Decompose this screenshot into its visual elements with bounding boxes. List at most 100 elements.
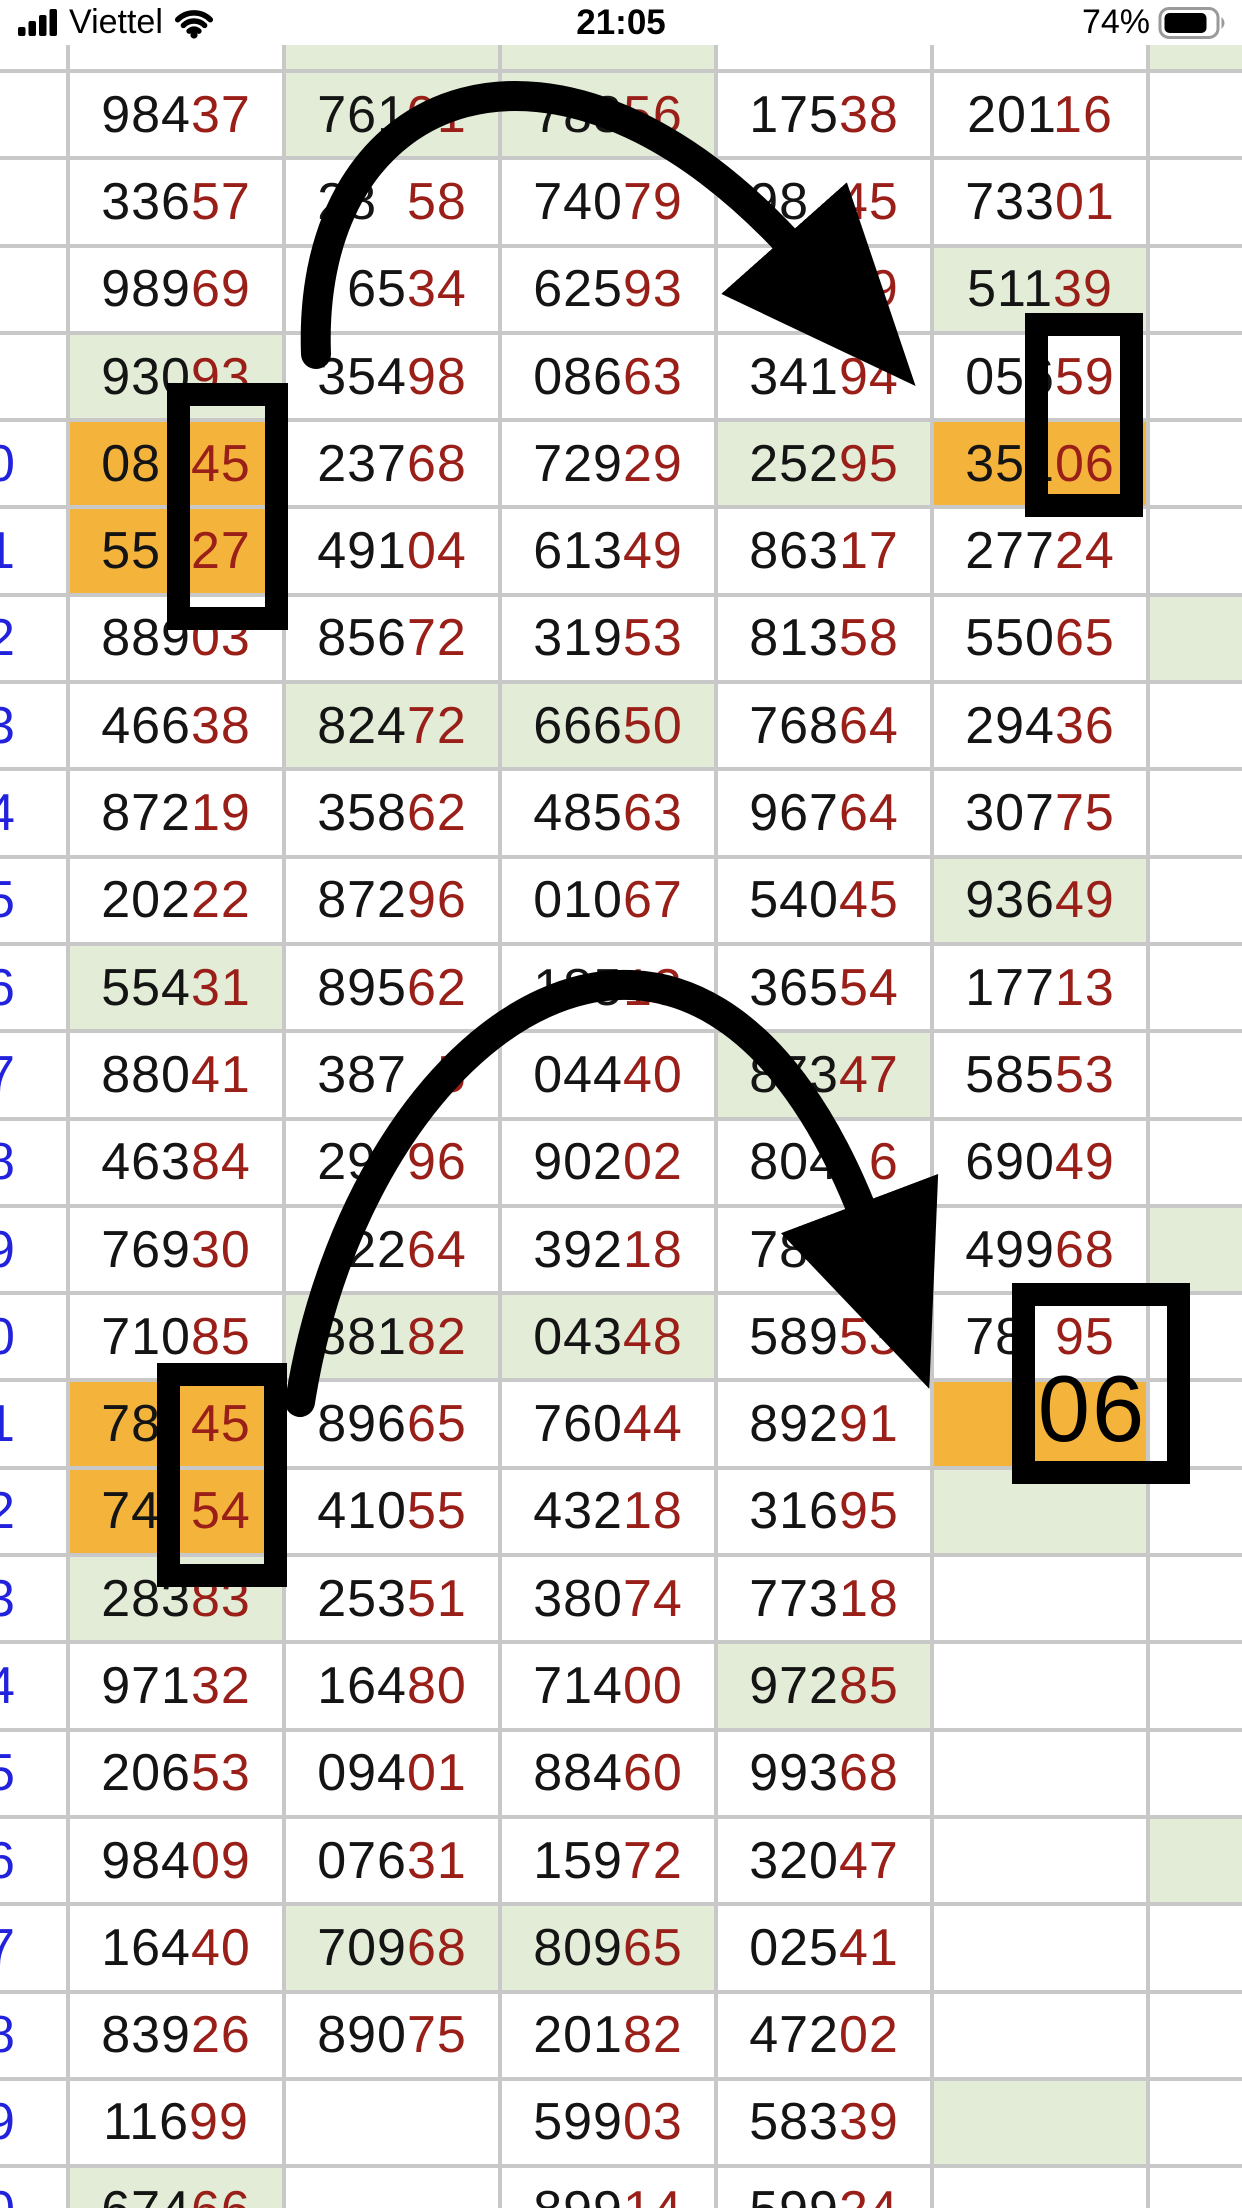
number-cell: 98409 <box>70 1818 286 1903</box>
lottery-number: 93093 <box>101 347 251 406</box>
row-index-cell: 2 <box>0 1469 70 1554</box>
row-index-cell: 5 <box>0 858 70 942</box>
number-cell: 78800 <box>718 1207 934 1292</box>
row-index-label: 3 <box>0 700 15 752</box>
number-cell <box>1150 771 1242 855</box>
lottery-number: 96764 <box>749 784 899 843</box>
number-cell: 89914 <box>502 2168 718 2208</box>
lottery-number: 20116 <box>967 85 1113 144</box>
row-index-label: 0 <box>0 438 15 490</box>
number-cell: 88041 <box>70 1033 286 1117</box>
lottery-number: 87296 <box>317 871 467 930</box>
number-cell: 72929 <box>502 422 718 506</box>
row-index-cell: 8 <box>0 1120 70 1204</box>
number-cell <box>1150 1382 1242 1466</box>
lottery-number: 01067 <box>533 871 683 930</box>
number-cell: 49104 <box>286 509 502 593</box>
row-index-label: 8 <box>0 2009 15 2061</box>
number-cell <box>934 2168 1150 2208</box>
number-cell: 05659 <box>934 334 1150 419</box>
lottery-number: 16440 <box>101 1918 251 1977</box>
number-cell: 38705 <box>286 1033 502 1117</box>
lottery-number: 35862 <box>317 784 467 843</box>
number-cell: 58553 <box>934 1033 1150 1117</box>
number-cell <box>1150 858 1242 942</box>
table-row: 7 88041 38705 04440 87347 58553 <box>0 1033 1242 1121</box>
table-row: 93093 35498 08663 34194 05659 <box>0 334 1242 423</box>
number-cell: 07631 <box>286 1818 502 1903</box>
number-cell: 33657 <box>70 160 286 244</box>
lottery-number: 28383 <box>101 1569 251 1628</box>
number-cell: 97285 <box>718 1644 934 1728</box>
number-cell: 55431 <box>70 945 286 1030</box>
row-index-cell: 0 <box>0 2168 70 2208</box>
number-cell <box>934 1818 1150 1903</box>
lottery-number: 54045 <box>749 871 899 930</box>
lottery-number: 36554 <box>749 958 899 1017</box>
number-cell: 55027 <box>70 509 286 593</box>
lottery-number: 78045 <box>101 1395 251 1454</box>
lottery-number: 49968 <box>965 1220 1115 1279</box>
table-row: 1 55027 49104 61349 86317 27724 <box>0 509 1242 597</box>
number-cell: 16440 <box>70 1906 286 1990</box>
lottery-number: 07631 <box>317 1831 467 1890</box>
lottery-number: 29436 <box>965 696 1115 755</box>
number-cell: 35106 <box>934 422 1150 506</box>
number-cell <box>1150 596 1242 681</box>
number-cell: 28383 <box>70 1557 286 1641</box>
number-cell: 70968 <box>286 1906 502 1990</box>
lottery-number: 20222 <box>101 871 251 930</box>
number-cell: 08663 <box>502 334 718 419</box>
number-cell: 18513 <box>502 945 718 1030</box>
lottery-number: 04440 <box>533 1045 683 1104</box>
table-row: 7 16440 70968 80965 02541 <box>0 1906 1242 1994</box>
status-bar: Viettel 21:05 74% <box>0 0 1242 45</box>
lottery-number: 30775 <box>965 784 1115 843</box>
number-cell: 98045 <box>718 160 934 244</box>
lottery-number: 55431 <box>101 958 251 1017</box>
lottery-number: 78095 <box>965 1307 1115 1366</box>
annotation-big-number: 06 <box>1037 1356 1147 1461</box>
number-cell <box>1150 1120 1242 1204</box>
lottery-number: 23768 <box>317 434 467 493</box>
table-row: 0 67466 89914 59924 <box>0 2168 1242 2208</box>
table-row: 8 83926 89075 20182 47202 <box>0 1993 1242 2081</box>
number-cell: 17713 <box>934 945 1150 1030</box>
number-cell <box>934 1469 1150 1554</box>
lottery-number: 20653 <box>101 1744 251 1803</box>
number-cell: 76101 <box>286 73 502 157</box>
number-cell: 31953 <box>502 596 718 681</box>
number-cell <box>1150 1207 1242 1292</box>
table-row: 5 20222 87296 01067 54045 93649 <box>0 858 1242 946</box>
number-cell: 25351 <box>286 1557 502 1641</box>
row-index-cell: 0 <box>0 1295 70 1379</box>
number-cell: 06534 <box>286 247 502 331</box>
number-cell: 30775 <box>934 771 1150 855</box>
lottery-number: 69049 <box>965 1133 1115 1192</box>
number-cell: 43218 <box>502 1469 718 1554</box>
lottery-number: 99368 <box>749 1744 899 1803</box>
number-cell: 20182 <box>502 1993 718 2077</box>
table-row: 3 28383 25351 38074 77318 <box>0 1557 1242 1645</box>
number-cell: 61349 <box>502 509 718 593</box>
lottery-number: 31953 <box>533 609 683 668</box>
number-cell: 35498 <box>286 334 502 419</box>
lottery-number: 89075 <box>317 2006 467 2065</box>
row-index-label: 3 <box>0 1573 15 1625</box>
number-cell <box>718 45 934 69</box>
number-cell: 51139 <box>934 247 1150 331</box>
lottery-number: 62593 <box>533 260 683 319</box>
number-cell <box>1150 945 1242 1030</box>
lottery-number: 93649 <box>965 871 1115 930</box>
lottery-number: 78800 <box>749 1220 839 1279</box>
number-cell: 58953 <box>718 1295 934 1379</box>
row-index-label: 4 <box>0 1660 15 1712</box>
row-index-cell: 4 <box>0 1644 70 1728</box>
number-cell: 80965 <box>502 1906 718 1990</box>
lottery-number: 88041 <box>101 1045 251 1104</box>
row-index-cell: 1 <box>0 1382 70 1466</box>
lottery-number: 97132 <box>101 1656 251 1715</box>
row-index-label: 1 <box>0 1398 15 1450</box>
row-index-label: 6 <box>0 1835 15 1887</box>
lottery-number: 16480 <box>317 1656 467 1715</box>
